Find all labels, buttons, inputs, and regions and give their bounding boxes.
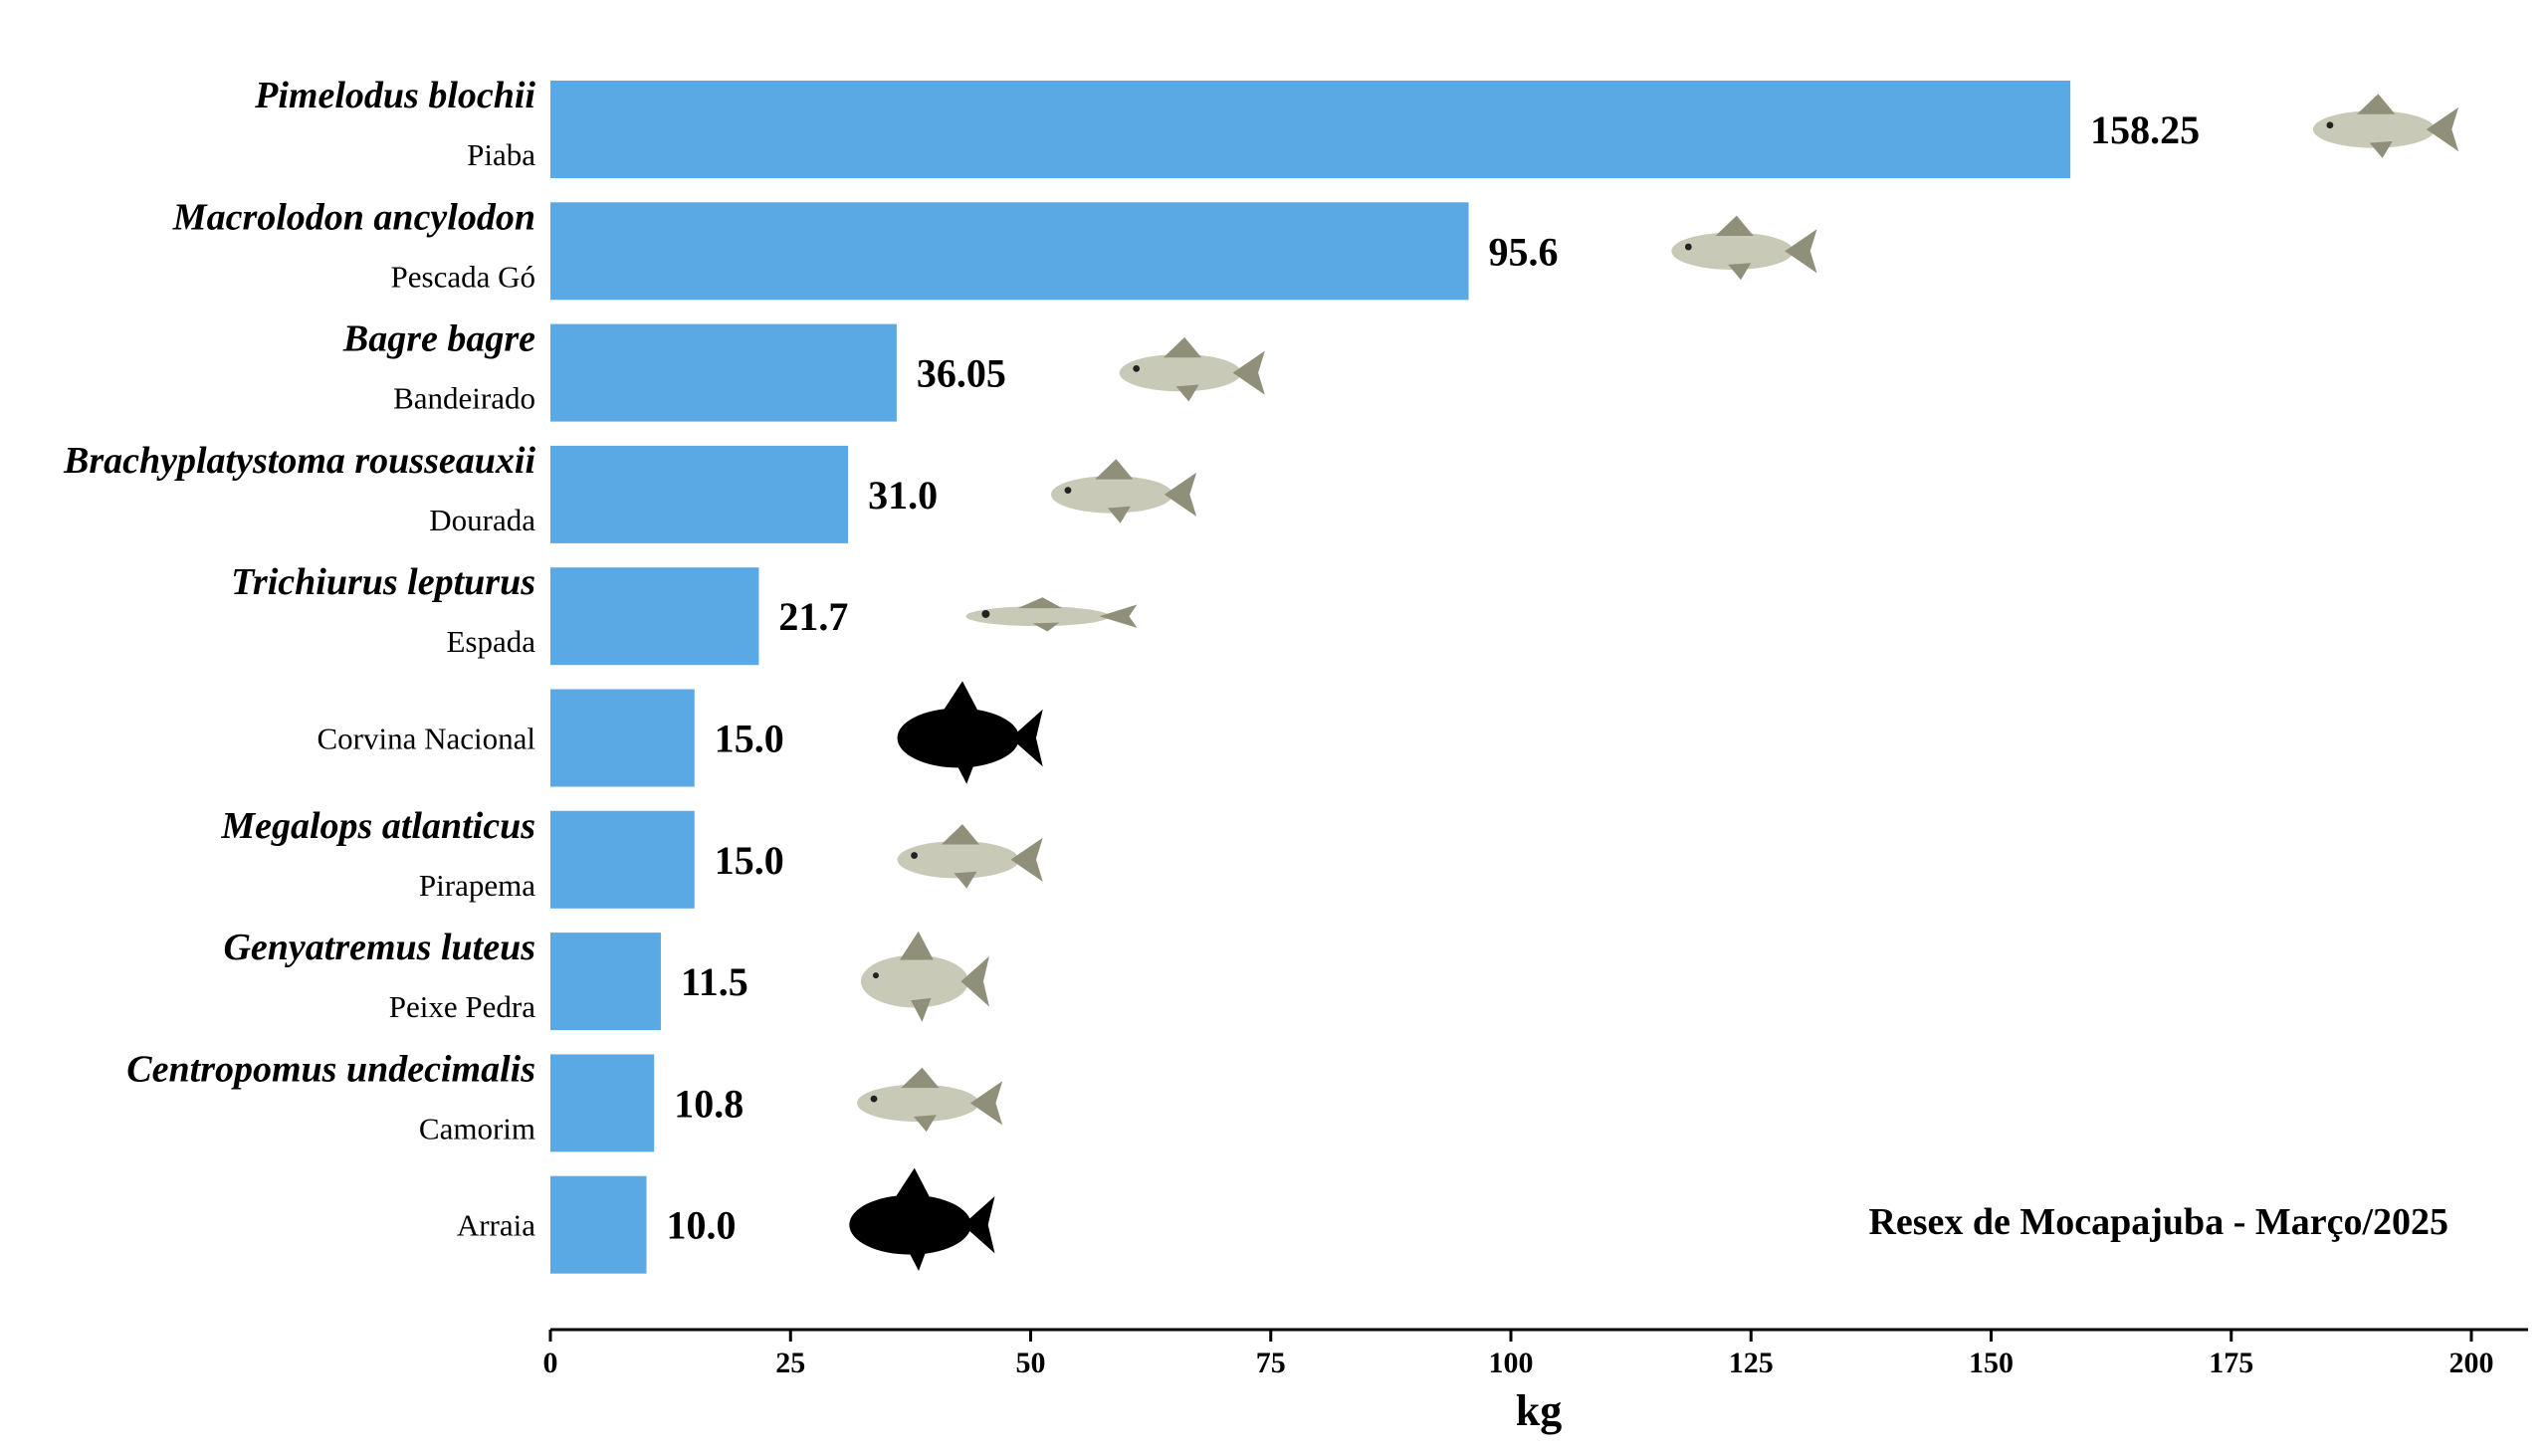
common-name-label: Bandeirado bbox=[393, 381, 535, 416]
flag-catfish-photo-icon bbox=[1119, 336, 1265, 402]
category-labels-layer: Pimelodus blochii Piaba Macrolodon ancylod… bbox=[63, 75, 535, 1243]
common-name-label: Arraia bbox=[457, 1208, 535, 1243]
x-axis-label: kg bbox=[1516, 1386, 1562, 1435]
common-name-label: Corvina Nacional bbox=[317, 722, 535, 756]
grunt-photo-icon bbox=[860, 931, 989, 1022]
x-tick-label: 50 bbox=[1016, 1347, 1046, 1379]
scientific-name-label: Brachyplatystoma rousseauxii bbox=[63, 440, 535, 482]
x-axis: 0 25 50 75 100 125 150 175 200 bbox=[543, 1328, 2528, 1379]
cutlassfish-photo-icon bbox=[965, 597, 1138, 632]
value-label: 10.0 bbox=[667, 1203, 737, 1248]
value-label: 158.25 bbox=[2090, 107, 2200, 152]
scientific-name-label: Megalops atlanticus bbox=[220, 805, 535, 847]
x-tick-label: 175 bbox=[2209, 1347, 2253, 1379]
weakfish-photo-icon bbox=[1671, 215, 1817, 281]
common-name-label: Pescada Gó bbox=[391, 259, 535, 294]
bars-layer bbox=[550, 81, 2071, 1274]
scientific-name-label: Trichiurus lepturus bbox=[231, 561, 535, 603]
bar bbox=[550, 323, 897, 422]
common-name-label: Dourada bbox=[429, 503, 535, 537]
common-name-label: Piaba bbox=[467, 137, 535, 172]
bar bbox=[550, 445, 849, 543]
scientific-name-label: Centropomus undecimalis bbox=[126, 1048, 535, 1090]
scientific-name-label: Macrolodon ancylodon bbox=[172, 196, 535, 238]
bar bbox=[550, 567, 759, 666]
common-name-label: Camorim bbox=[419, 1111, 535, 1145]
value-label: 10.8 bbox=[674, 1081, 743, 1126]
fish-silhouette-icon bbox=[849, 1167, 995, 1271]
gilded-catfish-photo-icon bbox=[1050, 459, 1197, 523]
x-tick-label: 150 bbox=[1969, 1347, 2014, 1379]
chart-annotation: Resex de Mocapajuba - Março/2025 bbox=[1868, 1201, 2448, 1243]
bar bbox=[550, 1054, 655, 1152]
x-tick-label: 200 bbox=[2449, 1347, 2494, 1379]
scientific-name-label: Pimelodus blochii bbox=[254, 75, 535, 116]
value-label: 11.5 bbox=[681, 959, 748, 1004]
common-name-label: Peixe Pedra bbox=[389, 989, 535, 1024]
scientific-name-label: Bagre bagre bbox=[342, 318, 535, 360]
bar bbox=[550, 1175, 647, 1274]
bar bbox=[550, 689, 695, 787]
bar bbox=[550, 81, 2071, 178]
value-label: 95.6 bbox=[1489, 229, 1559, 274]
x-tick-label: 0 bbox=[543, 1347, 558, 1379]
snook-photo-icon bbox=[857, 1067, 1003, 1133]
value-label: 31.0 bbox=[868, 473, 938, 518]
value-label: 36.05 bbox=[917, 351, 1006, 396]
bar bbox=[550, 202, 1469, 301]
bar bbox=[550, 933, 661, 1031]
x-tick-label: 75 bbox=[1256, 1347, 1286, 1379]
scientific-name-label: Genyatremus luteus bbox=[223, 927, 535, 968]
x-tick-label: 125 bbox=[1729, 1347, 1774, 1379]
fish-icons-layer bbox=[849, 94, 2459, 1271]
common-name-label: Espada bbox=[446, 624, 535, 659]
x-tick-label: 100 bbox=[1489, 1347, 1534, 1379]
value-label: 15.0 bbox=[715, 838, 784, 883]
bar bbox=[550, 810, 695, 909]
common-name-label: Pirapema bbox=[419, 868, 535, 903]
tarpon-photo-icon bbox=[897, 824, 1043, 889]
value-labels-layer: 158.25 95.6 36.05 31.0 21.7 15.0 15.0 11.5 10.8 1… bbox=[667, 107, 2201, 1248]
catfish-photo-icon bbox=[2312, 94, 2459, 158]
value-label: 21.7 bbox=[778, 594, 848, 639]
x-tick-label: 25 bbox=[775, 1347, 805, 1379]
fish-silhouette-icon bbox=[897, 681, 1043, 784]
value-label: 15.0 bbox=[715, 717, 784, 761]
